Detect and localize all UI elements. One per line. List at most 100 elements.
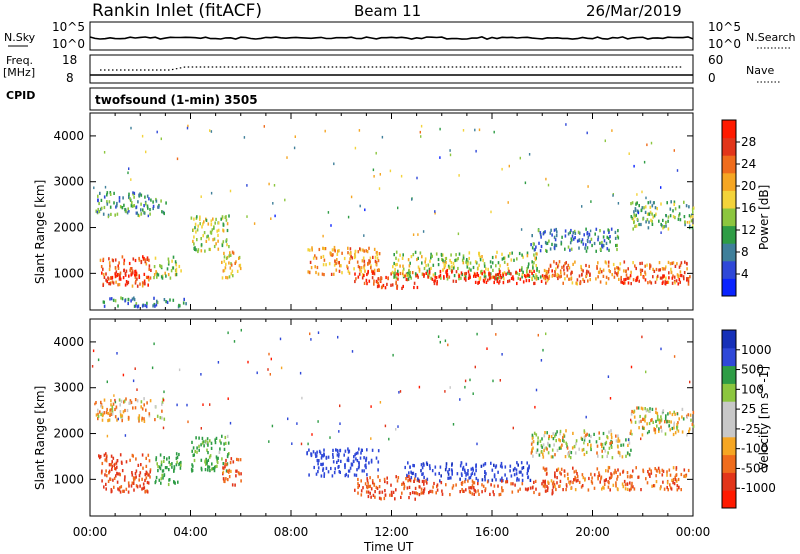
- power-cell: [143, 212, 145, 215]
- power-cell: [524, 275, 527, 279]
- power-cell: [474, 272, 476, 276]
- velocity-cell: [105, 469, 107, 473]
- velocity-cell: [358, 461, 360, 465]
- power-cell: [647, 226, 650, 230]
- power-cell: [375, 151, 377, 155]
- velocity-cell: [420, 463, 423, 467]
- power-cell: [224, 215, 227, 219]
- velocity-cell: [355, 451, 358, 456]
- velocity-cell: [648, 421, 651, 426]
- power-cell: [502, 281, 505, 285]
- power-cell: [647, 281, 649, 285]
- velocity-cell: [116, 465, 118, 469]
- power-cell: [687, 279, 690, 283]
- velocity-cell: [582, 476, 585, 480]
- power-cell: [206, 235, 208, 239]
- power-cell: [577, 230, 580, 234]
- power-cell: [263, 125, 265, 128]
- velocity-cell: [408, 471, 410, 475]
- velocity-cell: [146, 480, 149, 485]
- power-cell: [478, 263, 480, 267]
- power-cell: [433, 281, 436, 286]
- power-cell: [347, 269, 350, 273]
- colorbar-swatch: [722, 120, 736, 139]
- power-cell: [635, 266, 637, 271]
- power-cell: [523, 274, 526, 278]
- power-cell: [138, 193, 140, 197]
- power-cell: [641, 190, 643, 194]
- velocity-cell: [476, 332, 478, 336]
- velocity-cell: [658, 427, 660, 431]
- velocity-cell: [547, 451, 550, 455]
- velocity-cell: [320, 456, 323, 460]
- power-cell: [507, 271, 509, 275]
- velocity-cell: [581, 448, 584, 452]
- power-cell: [322, 234, 324, 238]
- power-cell: [330, 224, 332, 227]
- velocity-cell: [203, 444, 205, 448]
- velocity-cell: [484, 478, 486, 482]
- velocity-cell: [360, 479, 362, 483]
- power-cell: [610, 227, 613, 231]
- power-cell: [417, 233, 419, 236]
- power-cell: [479, 255, 481, 259]
- power-cell: [526, 273, 529, 277]
- power-cell: [587, 235, 590, 239]
- velocity-cell: [119, 473, 121, 477]
- velocity-cell: [655, 468, 658, 472]
- velocity-cell: [595, 440, 598, 444]
- power-cell: [689, 224, 691, 228]
- velocity-cell: [200, 427, 202, 430]
- velocity-cell: [363, 469, 365, 473]
- velocity-cell: [531, 486, 534, 490]
- velocity-cell: [131, 481, 134, 485]
- velocity-cell: [641, 335, 643, 339]
- power-cell: [601, 240, 603, 245]
- velocity-cell: [649, 409, 651, 413]
- power-cell: [553, 235, 556, 239]
- velocity-cell: [661, 468, 664, 472]
- velocity-cell: [444, 390, 446, 393]
- velocity-cell: [157, 469, 159, 473]
- velocity-cell: [475, 469, 477, 473]
- power-cell: [597, 275, 599, 279]
- power-cell: [444, 264, 447, 268]
- power-cell: [156, 299, 158, 303]
- y-tick-label: 4000: [53, 129, 84, 143]
- velocity-cell: [598, 436, 601, 440]
- velocity-cell: [582, 447, 585, 452]
- power-cell: [325, 263, 327, 267]
- velocity-cell: [611, 456, 614, 460]
- power-cell: [363, 273, 365, 278]
- velocity-cell: [115, 467, 117, 471]
- power-cell: [122, 196, 124, 200]
- velocity-cell: [437, 335, 440, 338]
- power-cell: [351, 256, 353, 260]
- power-cell: [608, 269, 610, 273]
- velocity-cell: [321, 454, 323, 458]
- velocity-cell: [161, 400, 164, 404]
- velocity-cell: [687, 468, 690, 473]
- power-cell: [617, 236, 620, 240]
- power-cell: [551, 242, 553, 246]
- velocity-cell: [569, 456, 572, 460]
- power-cell: [293, 146, 296, 150]
- velocity-cell: [468, 486, 470, 490]
- power-cell: [331, 248, 334, 252]
- velocity-cell: [100, 471, 103, 475]
- power-cell: [153, 276, 155, 280]
- velocity-cell: [217, 456, 219, 460]
- velocity-cell: [379, 478, 381, 483]
- velocity-cell: [224, 462, 226, 466]
- velocity-cell: [137, 463, 140, 467]
- power-cell: [578, 246, 580, 250]
- power-cell: [137, 200, 139, 204]
- velocity-cell: [658, 469, 661, 473]
- velocity-cell: [663, 487, 666, 491]
- velocity-cell: [125, 487, 128, 491]
- power-cell: [630, 215, 633, 219]
- velocity-cell: [414, 497, 416, 501]
- power-cell: [145, 262, 148, 266]
- power-cell: [123, 203, 125, 207]
